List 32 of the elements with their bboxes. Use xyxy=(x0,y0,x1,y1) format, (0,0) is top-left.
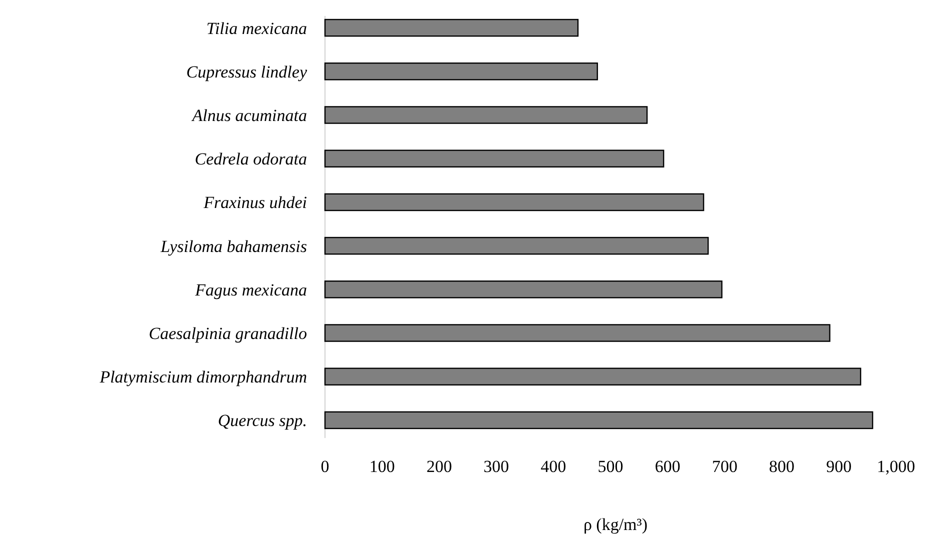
x-tick-label: 100 xyxy=(369,457,395,476)
x-axis-title: ρ (kg/m³) xyxy=(583,515,648,534)
y-tick-label: Alnus acuminata xyxy=(191,106,307,125)
y-tick-label: Cedrela odorata xyxy=(194,150,307,169)
bar xyxy=(324,236,709,255)
y-tick-label: Quercus spp. xyxy=(218,411,307,430)
x-tick-label: 400 xyxy=(540,457,566,476)
x-tick-label: 200 xyxy=(426,457,452,476)
x-tick-label: 500 xyxy=(598,457,624,476)
bar xyxy=(324,368,862,386)
x-tick-label: 1,000 xyxy=(876,457,916,476)
bar xyxy=(324,150,664,168)
y-tick-label: Fraxinus uhdei xyxy=(202,193,308,212)
bar xyxy=(324,411,874,430)
bar xyxy=(324,18,579,37)
bar xyxy=(324,280,722,298)
bar xyxy=(324,106,648,124)
x-tick-label: 300 xyxy=(484,457,510,476)
y-tick-label: Lysiloma bahamensis xyxy=(160,236,308,256)
x-tick-label: 600 xyxy=(654,457,680,476)
y-tick-label: Platymiscium dimorphandrum xyxy=(98,368,307,387)
y-tick-label: Cupressus lindley xyxy=(186,62,308,82)
y-tick-label: Caesalpinia granadillo xyxy=(148,324,307,343)
y-tick-label: Tilia mexicana xyxy=(206,18,307,38)
x-tick-label: 0 xyxy=(320,457,330,476)
bar xyxy=(324,324,830,342)
x-tick-label: 700 xyxy=(712,457,738,476)
bar xyxy=(324,193,704,212)
bar xyxy=(324,62,598,80)
x-tick-label: 900 xyxy=(826,457,852,476)
x-tick-label: 800 xyxy=(769,457,795,476)
y-tick-label: Fagus mexicana xyxy=(194,280,307,300)
